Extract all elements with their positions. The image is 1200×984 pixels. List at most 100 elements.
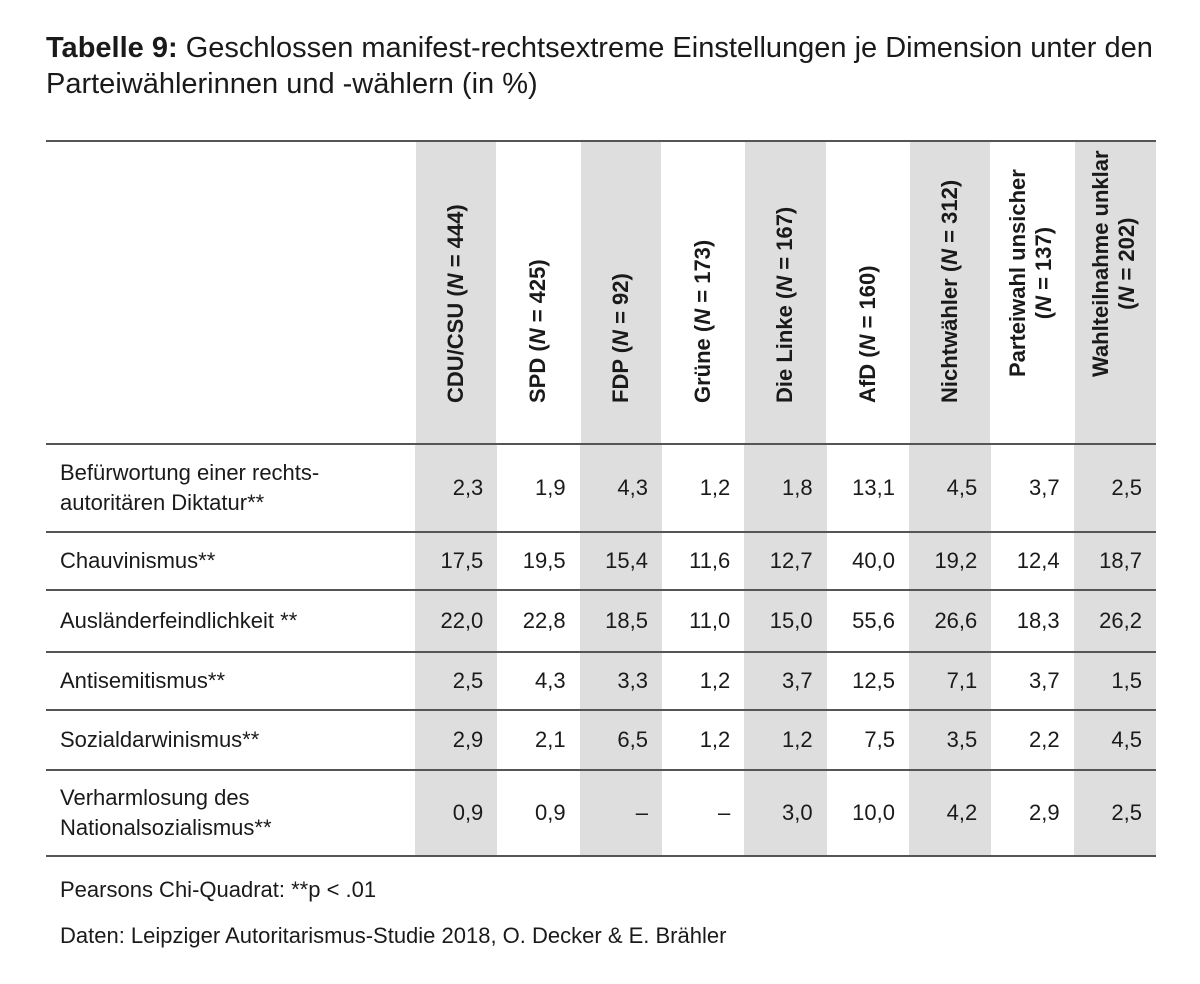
row-label-line: autoritären Diktatur** xyxy=(60,490,265,515)
table-cell: 1,2 xyxy=(744,710,827,771)
table-cell: 1,2 xyxy=(661,652,745,711)
column-header: Wahlteilnahme unklar (N = 202) xyxy=(1072,140,1156,445)
table-cell: 0,9 xyxy=(497,770,580,857)
table-cell: 1,9 xyxy=(497,444,580,533)
data-table: CDU/CSU (N = 444) SPD (N = 425) FDP (N = 9… xyxy=(46,140,1156,857)
sample-size-label: N xyxy=(1114,286,1140,303)
row-label: Ausländerfeindlichkeit ** xyxy=(46,590,415,653)
table-row: Antisemitismus** 2,5 4,3 3,3 1,2 3,7 12,5 7,1 3,… xyxy=(46,652,1156,711)
table-cell: 3,7 xyxy=(991,652,1074,711)
row-label-line: Verharmlosung des xyxy=(60,785,250,810)
row-label-line: Nationalsozialismus** xyxy=(60,815,272,840)
party-name: Grüne xyxy=(690,338,716,403)
row-label-line: Chauvinismus** xyxy=(60,548,216,573)
table-row: Befürwortung einer rechts-autoritären Di… xyxy=(46,444,1156,533)
column-header: Die Linke (N = 167) xyxy=(743,140,827,445)
column-header: CDU/CSU (N = 444) xyxy=(413,140,498,445)
party-name: Die Linke xyxy=(772,305,798,403)
table-cell: 10,0 xyxy=(826,770,909,857)
sample-size-prefix: ( xyxy=(772,291,798,300)
sample-size-value: = 202) xyxy=(1114,217,1140,287)
table-cell: 2,9 xyxy=(414,710,498,771)
row-label-line: Antisemitismus** xyxy=(60,668,226,693)
table-cell: 15,0 xyxy=(744,590,827,653)
row-label: Verharmlosung des Nationalsozialismus** xyxy=(46,770,415,857)
table-row: Chauvinismus** 17,5 19,5 15,4 11,6 12,7 40,0 19… xyxy=(46,532,1156,591)
sample-size-value: = 425) xyxy=(525,259,551,329)
table-cell: 17,5 xyxy=(414,532,498,591)
column-header: Parteiwahl unsicher (N = 137) xyxy=(990,140,1074,445)
column-header: Grüne (N = 173) xyxy=(660,140,745,445)
table-cell: 18,3 xyxy=(991,590,1074,653)
sample-size-prefix: ( xyxy=(525,344,551,352)
sample-size-prefix: ( xyxy=(607,345,633,354)
sample-size-value: = 92) xyxy=(607,273,633,331)
table-cell: 26,6 xyxy=(908,590,992,653)
table-cell: 7,1 xyxy=(908,652,992,711)
table-row: Ausländerfeindlichkeit ** 22,0 22,8 18,5 11,… xyxy=(46,590,1156,653)
table-cell: 55,6 xyxy=(826,590,909,653)
source-note: Daten: Leipziger Autoritarismus-Studie 2… xyxy=(60,923,727,948)
table-cell: 4,3 xyxy=(579,444,662,533)
sample-size-value: = 167) xyxy=(772,206,798,276)
table-cell: 1,5 xyxy=(1073,652,1156,711)
sample-size-label: N xyxy=(772,275,798,292)
table-cell: 2,3 xyxy=(414,444,498,533)
row-label-line: Befürwortung einer rechts- xyxy=(60,460,320,485)
table-cell: 19,5 xyxy=(497,532,580,591)
header-row: CDU/CSU (N = 444) SPD (N = 425) FDP (N = 9… xyxy=(46,140,1156,445)
sample-size-value: = 137) xyxy=(1031,226,1057,297)
row-label: Befürwortung einer rechts-autoritären Di… xyxy=(46,444,415,533)
table-cell: 3,7 xyxy=(991,444,1074,533)
table-cell: 4,2 xyxy=(908,770,992,857)
significance-note: Pearsons Chi-Quadrat: **p < .01 xyxy=(60,877,377,902)
sample-size-value: = 444) xyxy=(443,204,469,274)
table-row: Sozialdarwinismus** 2,9 2,1 6,5 1,2 1,2 7,5 3,5… xyxy=(46,710,1156,771)
sample-size-label: N xyxy=(607,330,633,346)
table-cell: 12,5 xyxy=(826,652,909,711)
party-name: CDU/CSU xyxy=(443,302,469,403)
table-cell: 1,8 xyxy=(744,444,827,533)
table-cell: 1,2 xyxy=(661,444,745,533)
column-header: Nichtwähler (N = 312) xyxy=(907,140,992,445)
sample-size-label: N xyxy=(525,328,551,345)
table-caption: Geschlossen manifest-rechtsextreme Einst… xyxy=(46,32,1153,100)
table-cell: 18,5 xyxy=(579,590,662,653)
table-cell: – xyxy=(579,770,662,857)
table-cell: 4,5 xyxy=(1073,710,1156,771)
sample-size-label: N xyxy=(854,334,880,351)
sample-size-prefix: ( xyxy=(1031,311,1057,320)
table-cell: 22,0 xyxy=(414,590,498,653)
table-cell: 4,3 xyxy=(497,652,580,711)
table-cell: 19,2 xyxy=(908,532,992,591)
party-name: FDP xyxy=(607,359,633,403)
row-label: Chauvinismus** xyxy=(46,532,415,591)
table-cell: 11,0 xyxy=(661,590,745,653)
row-label: Antisemitismus** xyxy=(46,652,415,711)
header-corner xyxy=(46,140,415,445)
sample-size-prefix: ( xyxy=(854,350,880,358)
table-title: Tabelle 9: Geschlossen manifest-rechtsex… xyxy=(46,30,1166,102)
row-label-line: Ausländerfeindlichkeit ** xyxy=(60,608,298,633)
sample-size-label: N xyxy=(937,248,963,265)
table-cell: 2,2 xyxy=(991,710,1074,771)
table-cell: 15,4 xyxy=(579,532,662,591)
table-cell: 2,9 xyxy=(991,770,1074,857)
table-cell: 13,1 xyxy=(826,444,909,533)
table-cell: 7,5 xyxy=(826,710,909,771)
sample-size-value: = 173) xyxy=(690,239,716,309)
sample-size-prefix: ( xyxy=(1114,302,1140,310)
column-header: AfD (N = 160) xyxy=(825,140,909,445)
table-cell: 12,4 xyxy=(991,532,1074,591)
sample-size-value: = 312) xyxy=(937,179,963,249)
table-cell: 2,5 xyxy=(414,652,498,711)
table-cell: 18,7 xyxy=(1073,532,1156,591)
table-cell: 26,2 xyxy=(1073,590,1156,653)
sample-size-prefix: ( xyxy=(690,324,716,333)
row-label: Sozialdarwinismus** xyxy=(46,710,415,771)
table-cell: – xyxy=(661,770,745,857)
table-cell: 40,0 xyxy=(826,532,909,591)
table-cell: 6,5 xyxy=(579,710,662,771)
party-name: Parteiwahl unsicher xyxy=(1005,169,1031,377)
column-header: SPD (N = 425) xyxy=(496,140,580,445)
